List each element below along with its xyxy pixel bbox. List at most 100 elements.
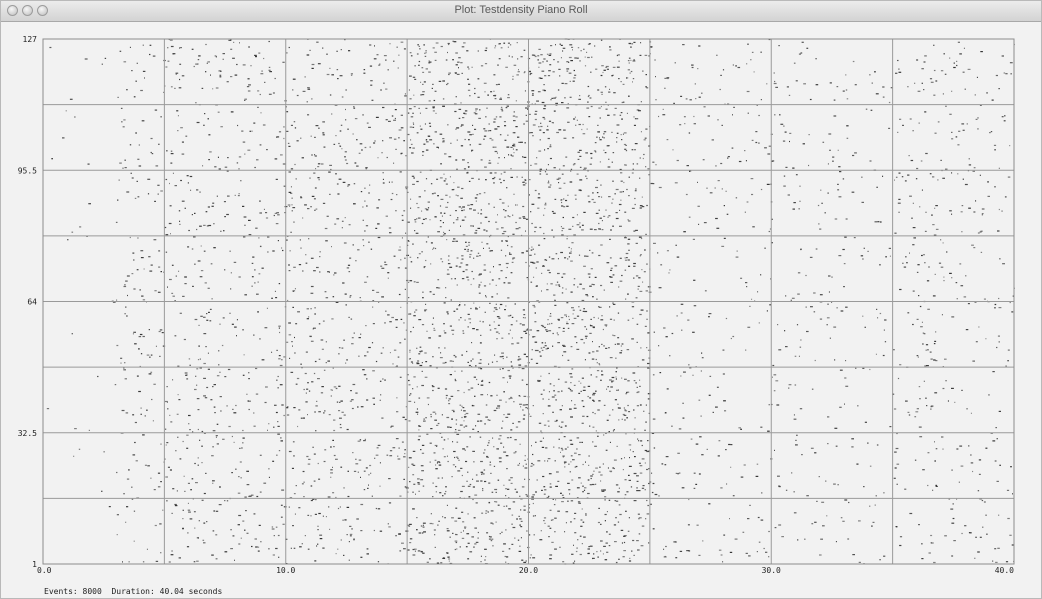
note-mark bbox=[582, 463, 584, 466]
note-mark bbox=[172, 172, 174, 174]
note-mark bbox=[479, 342, 482, 344]
note-mark bbox=[510, 396, 512, 398]
note-mark bbox=[951, 555, 954, 557]
note-mark bbox=[760, 426, 763, 428]
note-mark bbox=[131, 177, 134, 179]
note-mark bbox=[416, 386, 418, 388]
note-mark bbox=[251, 276, 254, 278]
note-mark bbox=[413, 281, 416, 283]
note-mark bbox=[532, 135, 534, 137]
minimize-window-button[interactable] bbox=[22, 5, 33, 16]
note-mark bbox=[875, 353, 877, 355]
note-mark bbox=[180, 179, 182, 182]
note-mark bbox=[334, 272, 337, 274]
note-mark bbox=[447, 269, 449, 271]
note-mark bbox=[497, 405, 501, 407]
note-mark bbox=[630, 59, 632, 61]
note-mark bbox=[168, 561, 171, 563]
note-mark bbox=[529, 72, 533, 75]
note-mark bbox=[589, 163, 592, 165]
note-mark bbox=[567, 194, 569, 196]
note-mark bbox=[483, 269, 487, 271]
note-mark bbox=[470, 360, 472, 362]
note-mark bbox=[603, 149, 605, 151]
note-mark bbox=[677, 473, 679, 475]
note-mark bbox=[193, 561, 196, 563]
note-mark bbox=[534, 163, 538, 165]
note-mark bbox=[414, 311, 416, 313]
note-mark bbox=[166, 442, 169, 444]
note-mark bbox=[170, 153, 174, 155]
note-mark bbox=[405, 232, 407, 234]
note-mark bbox=[488, 419, 491, 421]
note-mark bbox=[370, 80, 373, 82]
note-mark bbox=[672, 149, 674, 151]
note-mark bbox=[469, 256, 471, 258]
note-mark bbox=[587, 43, 590, 45]
note-mark bbox=[315, 168, 317, 170]
note-mark bbox=[561, 421, 564, 423]
note-mark bbox=[267, 251, 269, 253]
note-mark bbox=[197, 464, 199, 466]
note-mark bbox=[410, 116, 414, 118]
note-mark bbox=[552, 345, 554, 347]
note-mark bbox=[510, 361, 512, 363]
note-mark bbox=[536, 330, 540, 332]
note-mark bbox=[438, 347, 440, 349]
note-mark bbox=[930, 406, 933, 408]
note-mark bbox=[572, 459, 575, 461]
y-tick-label: 1 bbox=[32, 560, 37, 569]
note-mark bbox=[633, 262, 636, 265]
note-mark bbox=[697, 68, 699, 70]
note-mark bbox=[568, 61, 570, 63]
note-mark bbox=[1009, 301, 1011, 304]
note-mark bbox=[464, 113, 467, 115]
note-mark bbox=[611, 381, 613, 383]
note-mark bbox=[564, 97, 566, 99]
close-window-button[interactable] bbox=[7, 5, 18, 16]
note-mark bbox=[288, 270, 291, 272]
note-mark bbox=[470, 387, 474, 389]
note-mark bbox=[916, 355, 919, 357]
note-mark bbox=[753, 71, 755, 73]
note-mark bbox=[493, 321, 495, 323]
note-mark bbox=[135, 460, 138, 462]
zoom-window-button[interactable] bbox=[37, 5, 48, 16]
note-mark bbox=[698, 399, 701, 401]
note-mark bbox=[531, 94, 534, 96]
note-mark bbox=[275, 547, 278, 550]
note-mark bbox=[384, 322, 386, 324]
note-mark bbox=[253, 425, 256, 427]
note-mark bbox=[899, 536, 903, 538]
note-mark bbox=[469, 551, 473, 553]
note-mark bbox=[582, 405, 585, 408]
note-mark bbox=[609, 46, 611, 48]
title-bar[interactable]: Plot: Testdensity Piano Roll bbox=[1, 1, 1041, 22]
note-mark bbox=[588, 352, 591, 354]
note-mark bbox=[647, 393, 651, 395]
note-mark bbox=[142, 561, 145, 563]
note-mark bbox=[158, 330, 161, 333]
note-mark bbox=[515, 126, 518, 128]
note-mark bbox=[317, 163, 321, 165]
note-mark bbox=[836, 307, 838, 309]
note-mark bbox=[624, 257, 626, 259]
note-mark bbox=[242, 329, 244, 331]
note-mark bbox=[454, 378, 456, 380]
note-mark bbox=[544, 489, 547, 491]
note-mark bbox=[259, 454, 262, 456]
note-mark bbox=[783, 125, 785, 127]
note-mark bbox=[729, 518, 730, 520]
note-mark bbox=[408, 108, 412, 110]
note-mark bbox=[250, 65, 252, 67]
note-mark bbox=[573, 118, 576, 120]
note-mark bbox=[330, 168, 332, 171]
note-mark bbox=[335, 387, 338, 390]
note-mark bbox=[290, 547, 292, 549]
note-mark bbox=[617, 403, 619, 405]
note-mark bbox=[189, 364, 191, 366]
note-mark bbox=[627, 319, 630, 321]
window-title: Plot: Testdensity Piano Roll bbox=[454, 4, 588, 16]
note-mark bbox=[493, 206, 495, 208]
note-mark bbox=[242, 64, 246, 66]
